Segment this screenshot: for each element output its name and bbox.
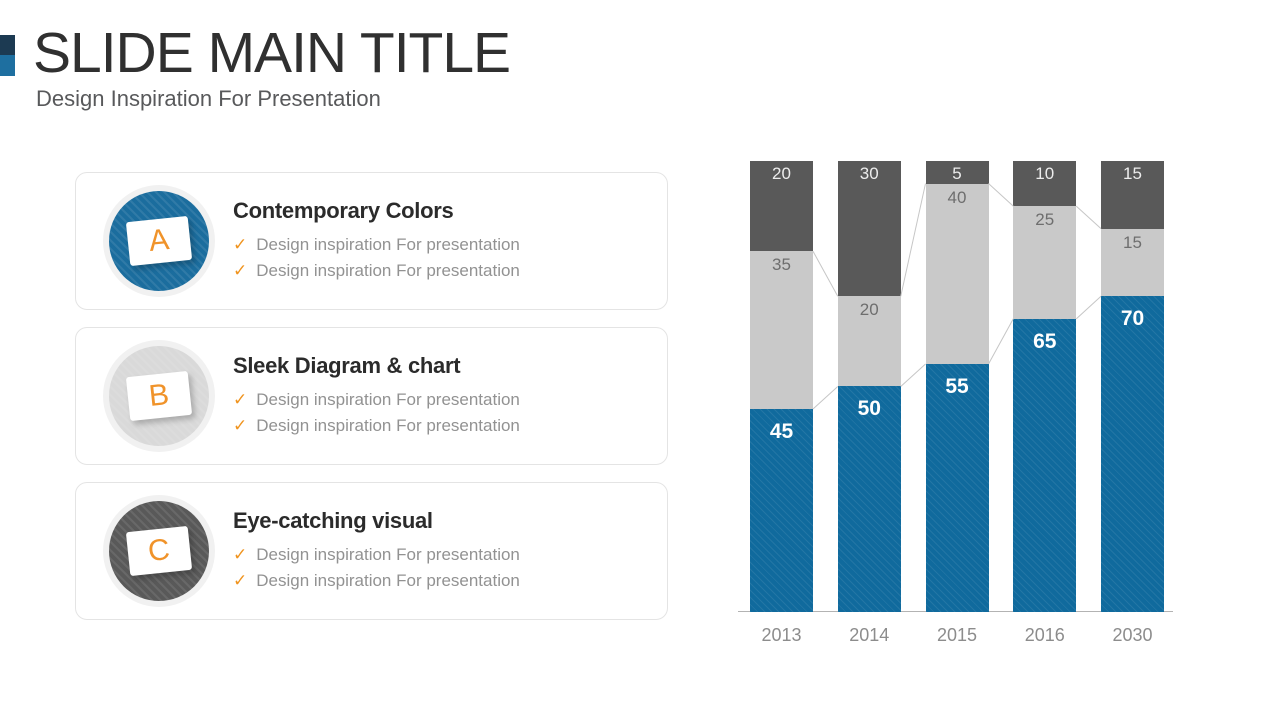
- letter-a-circle-icon: A: [109, 191, 209, 291]
- card-title: Contemporary Colors: [233, 198, 454, 223]
- accent-square-dark: [0, 35, 15, 55]
- x-axis-label-2013: 2013: [761, 625, 802, 645]
- x-axis-label-2016: 2016: [1024, 625, 1065, 645]
- bar-2013: 20 35 45: [750, 161, 813, 612]
- check-icon: ✓: [233, 571, 248, 590]
- feature-card-list: A Contemporary Colors ✓ Design inspiratio…: [75, 172, 668, 637]
- percent-stacked-bar-chart: 20 35 45 30 20 50 5 40 55 10 25 65 15 15 70 2013 2014 20…: [738, 161, 1173, 647]
- card-title: Sleek Diagram & chart: [233, 353, 461, 378]
- data-label: 5: [952, 164, 962, 183]
- check-icon: ✓: [233, 235, 248, 254]
- bar-2014: 30 20 50: [837, 161, 901, 612]
- tilted-card-icon: A: [125, 215, 193, 267]
- icon-halo: B: [103, 340, 215, 452]
- data-label: 20: [772, 164, 791, 183]
- icon-halo: A: [103, 185, 215, 297]
- data-label: 20: [859, 300, 879, 320]
- check-icon: ✓: [233, 545, 248, 564]
- check-list: ✓ Design inspiration For presentation ✓ De…: [233, 387, 520, 439]
- chart-plot-area: 20 35 45 30 20 50 5 40 55 10 25 65 15 15 70: [738, 161, 1173, 612]
- data-label: 45: [769, 420, 794, 444]
- check-icon: ✓: [233, 261, 248, 280]
- data-label: 55: [945, 374, 969, 398]
- x-axis-labels: 2013 2014 2015 2016 2030: [750, 625, 1164, 647]
- segment-2015-gray-middle: 40: [925, 183, 989, 364]
- list-item: ✓ Design inspiration For presentation: [233, 387, 520, 413]
- icon-halo: C: [103, 495, 215, 607]
- segment-2013-dark-top: 20: [750, 161, 813, 252]
- letter-label: C: [146, 532, 172, 569]
- tilted-card-icon: C: [125, 525, 193, 577]
- list-item-text: Design inspiration For presentation: [256, 416, 520, 435]
- slide-subtitle: Design Inspiration For Presentation: [36, 86, 381, 111]
- segment-2016-gray-middle: 25: [1013, 206, 1077, 319]
- check-list: ✓ Design inspiration For presentation ✓ De…: [233, 232, 520, 284]
- segment-2014-blue-bottom: 50: [837, 386, 901, 612]
- segment-2030-dark-top: 15: [1101, 161, 1164, 229]
- card-eye-catching-visual: C Eye-catching visual ✓ Design inspiratio…: [75, 482, 668, 620]
- x-axis-label-2030: 2030: [1112, 625, 1153, 645]
- data-label: 50: [857, 397, 881, 421]
- slide-title: SLIDE MAIN TITLE: [33, 21, 511, 85]
- segment-2030-blue-bottom: 70: [1101, 296, 1164, 612]
- data-label: 70: [1120, 307, 1145, 331]
- check-icon: ✓: [233, 416, 248, 435]
- data-label: 30: [859, 164, 879, 183]
- check-list: ✓ Design inspiration For presentation ✓ De…: [233, 542, 520, 594]
- list-item: ✓ Design inspiration For presentation: [233, 413, 520, 439]
- letter-label: A: [147, 223, 171, 258]
- list-item: ✓ Design inspiration For presentation: [233, 232, 520, 258]
- list-item-text: Design inspiration For presentation: [256, 390, 520, 409]
- card-title: Eye-catching visual: [233, 508, 433, 533]
- letter-b-circle-icon: B: [109, 346, 209, 446]
- segment-2016-dark-top: 10: [1013, 161, 1077, 207]
- data-label: 25: [1035, 210, 1055, 230]
- segment-2015-dark-top: 5: [925, 161, 989, 184]
- data-label: 35: [772, 255, 791, 275]
- segment-2015-blue-bottom: 55: [925, 363, 989, 612]
- check-icon: ✓: [233, 390, 248, 409]
- card-contemporary-colors: A Contemporary Colors ✓ Design inspiratio…: [75, 172, 668, 310]
- bar-2016: 10 25 65: [1013, 161, 1077, 612]
- list-item: ✓ Design inspiration For presentation: [233, 568, 520, 594]
- data-label: 40: [947, 187, 967, 207]
- data-label: 15: [1123, 232, 1142, 252]
- x-axis-label-2015: 2015: [936, 625, 978, 645]
- segment-2014-dark-top: 30: [837, 161, 901, 297]
- list-item-text: Design inspiration For presentation: [256, 235, 520, 254]
- accent-square-blue: [0, 55, 15, 76]
- bar-2030: 15 15 70: [1101, 161, 1164, 612]
- letter-c-circle-icon: C: [109, 501, 209, 601]
- card-body: Eye-catching visual ✓ Design inspiration …: [233, 508, 520, 594]
- list-item-text: Design inspiration For presentation: [256, 571, 520, 590]
- data-label: 10: [1035, 164, 1055, 183]
- bar-2015: 5 40 55: [925, 161, 989, 612]
- segment-2030-gray-middle: 15: [1101, 228, 1164, 297]
- list-item-text: Design inspiration For presentation: [256, 261, 520, 280]
- card-body: Contemporary Colors ✓ Design inspiration …: [233, 198, 520, 284]
- data-label: 15: [1123, 164, 1142, 183]
- list-item: ✓ Design inspiration For presentation: [233, 258, 520, 284]
- data-label: 65: [1033, 329, 1057, 353]
- letter-label: B: [147, 378, 171, 413]
- card-body: Sleek Diagram & chart ✓ Design inspiratio…: [233, 353, 520, 439]
- segment-2013-gray-middle: 35: [750, 251, 813, 410]
- card-sleek-diagram-chart: B Sleek Diagram & chart ✓ Design inspirat…: [75, 327, 668, 465]
- segment-2016-blue-bottom: 65: [1013, 318, 1077, 612]
- x-axis-label-2014: 2014: [849, 625, 890, 645]
- segment-2014-gray-middle: 20: [837, 296, 901, 387]
- list-item: ✓ Design inspiration For presentation: [233, 542, 520, 568]
- segment-2013-blue-bottom: 45: [750, 409, 813, 612]
- list-item-text: Design inspiration For presentation: [256, 545, 520, 564]
- tilted-card-icon: B: [125, 370, 193, 422]
